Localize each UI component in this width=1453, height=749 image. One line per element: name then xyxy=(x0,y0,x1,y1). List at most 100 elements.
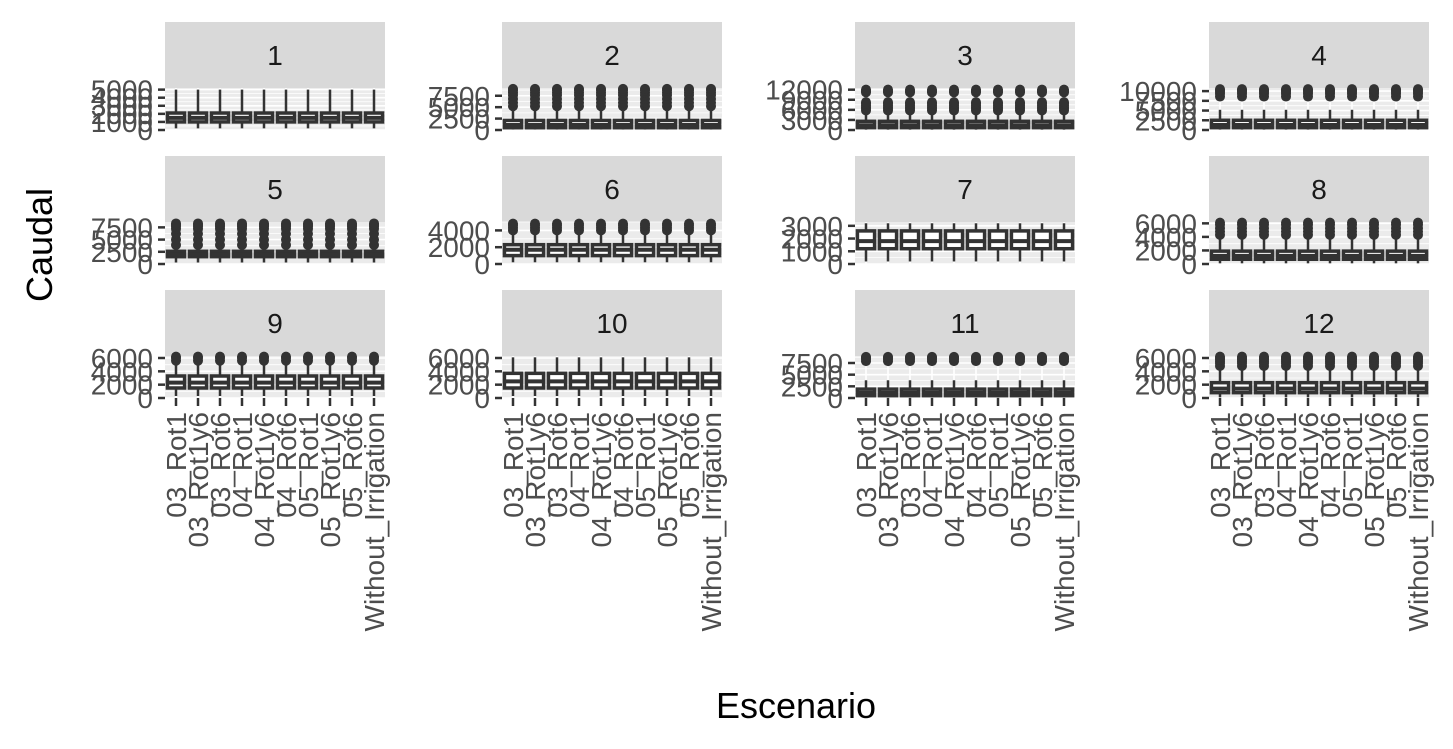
outlier-point xyxy=(369,351,379,362)
y-tick-label: 4000 xyxy=(1135,222,1197,253)
x-tick-label: 05_Rot1y6 xyxy=(1005,412,1036,547)
outlier-point xyxy=(193,218,203,229)
outlier-point xyxy=(215,218,225,229)
outlier-point xyxy=(508,83,518,94)
boxplot-05_Rot6 xyxy=(678,83,700,130)
outlier-point xyxy=(861,84,871,95)
y-tick-label: 5000 xyxy=(91,75,153,106)
facet-strip-label: 6 xyxy=(604,174,620,205)
boxplot-03_Rot1y6 xyxy=(877,351,899,398)
facet-panels: 1010002000300040005000202500500075003030… xyxy=(91,22,1434,631)
boxplot-03_Rot1 xyxy=(165,89,187,129)
outlier-point xyxy=(861,97,871,108)
boxplot-04_Rot1 xyxy=(1275,351,1297,398)
boxplot-05_Rot6 xyxy=(1385,84,1407,130)
boxplot-03_Rot6 xyxy=(1253,351,1275,398)
boxplot-05_Rot1y6 xyxy=(319,89,341,129)
boxplot-04_Rot6 xyxy=(1319,217,1341,264)
y-tick-label: 2000 xyxy=(91,370,153,401)
x-tick-label: 05_Rot6 xyxy=(674,412,705,518)
boxplot-Without_Irrigation xyxy=(363,89,385,129)
boxplot-03_Rot6 xyxy=(209,89,231,129)
y-tick-label: 4000 xyxy=(1135,356,1197,387)
boxplot-05_Rot6 xyxy=(1385,217,1407,264)
boxplot-05_Rot1y6 xyxy=(656,357,678,396)
boxplot-05_Rot1y6 xyxy=(1009,223,1031,262)
boxplot-05_Rot1y6 xyxy=(656,218,678,263)
outlier-point xyxy=(1059,84,1069,95)
boxplot-05_Rot1y6 xyxy=(1363,84,1385,130)
x-tick-label: 04_Rot1y6 xyxy=(586,412,617,547)
y-axis-title: Caudal xyxy=(19,188,60,302)
boxplot-05_Rot6 xyxy=(678,218,700,263)
x-tick-label: 04_Rot1y6 xyxy=(249,412,280,547)
outlier-point xyxy=(325,218,335,229)
x-tick-label: 03_Rot1y6 xyxy=(1227,412,1258,547)
outlier-point xyxy=(281,218,291,229)
boxplot-03_Rot1y6 xyxy=(877,223,899,262)
boxplot-05_Rot1 xyxy=(987,223,1009,262)
outlier-point xyxy=(552,218,562,229)
outlier-point xyxy=(1237,84,1247,95)
facet-strip-label: 8 xyxy=(1311,174,1327,205)
boxplot-03_Rot1 xyxy=(502,83,524,130)
y-tick-label: 7500 xyxy=(91,212,153,243)
y-tick-label: 0 xyxy=(1181,115,1197,146)
outlier-point xyxy=(596,83,606,94)
boxplot-03_Rot1y6 xyxy=(1231,217,1253,264)
y-tick-label: 2000 xyxy=(428,370,490,401)
boxplot-04_Rot1y6 xyxy=(943,351,965,398)
boxplot-05_Rot1y6 xyxy=(1363,217,1385,264)
x-tick-label: Without_Irrigation xyxy=(1049,412,1080,631)
facet-strip-label: 12 xyxy=(1303,308,1334,339)
outlier-point xyxy=(905,97,915,108)
boxplot-05_Rot1y6 xyxy=(1363,351,1385,398)
x-tick-label: 04_Rot6 xyxy=(608,412,639,518)
outlier-point xyxy=(993,84,1003,95)
outlier-point xyxy=(1215,351,1225,362)
outlier-point xyxy=(1347,217,1357,228)
outlier-point xyxy=(949,84,959,95)
outlier-point xyxy=(905,351,915,362)
y-tick-label: 5000 xyxy=(428,92,490,123)
outlier-point xyxy=(883,84,893,95)
boxplot-04_Rot1y6 xyxy=(253,351,275,396)
outlier-point xyxy=(171,218,181,229)
outlier-point xyxy=(1369,351,1379,362)
outlier-point xyxy=(927,97,937,108)
boxplot-03_Rot1 xyxy=(502,218,524,263)
facet-strip-label: 5 xyxy=(267,174,283,205)
outlier-point xyxy=(530,83,540,94)
boxplot-04_Rot1y6 xyxy=(590,83,612,130)
outlier-point xyxy=(237,351,247,362)
boxplot-05_Rot1y6 xyxy=(319,218,341,263)
outlier-point xyxy=(1259,351,1269,362)
outlier-point xyxy=(1015,351,1025,362)
boxplot-03_Rot1 xyxy=(855,351,877,398)
x-tick-label: Without_Irrigation xyxy=(359,412,390,631)
boxplot-Without_Irrigation xyxy=(700,357,722,396)
boxplot-05_Rot1y6 xyxy=(656,83,678,130)
boxplot-Without_Irrigation xyxy=(363,351,385,396)
y-tick-label: 1000 xyxy=(91,107,153,138)
y-tick-label: 6000 xyxy=(781,95,843,126)
boxplot-05_Rot1 xyxy=(297,351,319,396)
facet-strip-label: 1 xyxy=(267,40,283,71)
boxplot-04_Rot1y6 xyxy=(253,218,275,263)
outlier-point xyxy=(949,97,959,108)
outlier-point xyxy=(259,218,269,229)
outlier-point xyxy=(1015,84,1025,95)
boxplot-03_Rot1y6 xyxy=(877,84,899,130)
outlier-point xyxy=(1059,97,1069,108)
x-tick-label: 03_Rot6 xyxy=(205,412,236,518)
outlier-point xyxy=(883,351,893,362)
boxplot-03_Rot1y6 xyxy=(524,83,546,130)
y-tick-label: 0 xyxy=(1181,383,1197,414)
outlier-point xyxy=(281,351,291,362)
boxplot-Without_Irrigation xyxy=(700,83,722,130)
outlier-point xyxy=(1281,351,1291,362)
